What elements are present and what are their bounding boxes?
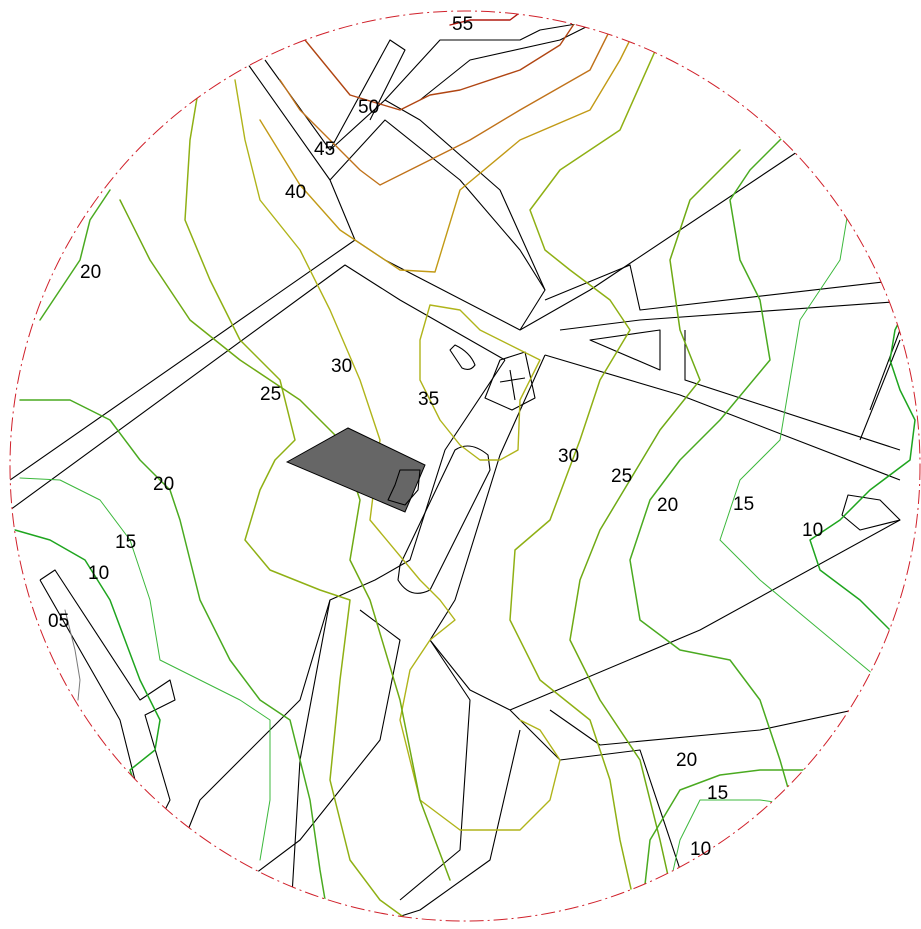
contour-20-southeast xyxy=(639,769,901,921)
road-south-e xyxy=(159,599,331,901)
contour-lines xyxy=(14,11,916,921)
road-south-d xyxy=(219,609,401,901)
road-east-lower xyxy=(544,354,901,481)
road-main-diagonal-south xyxy=(10,264,506,511)
contour-label-40: 40 xyxy=(285,182,306,203)
contour-label-50: 50 xyxy=(358,97,379,118)
road-south-a xyxy=(509,709,701,921)
contour-label-55: 55 xyxy=(452,14,473,35)
contour-15-southeast xyxy=(659,799,901,921)
road-east-upper xyxy=(544,264,901,311)
road-top-block xyxy=(384,19,601,101)
contour-label-05: 05 xyxy=(48,611,69,632)
building-annex xyxy=(387,469,421,506)
road-east-wedge xyxy=(589,329,661,371)
contour-10-southeast xyxy=(689,829,861,871)
road-north-top xyxy=(329,39,406,151)
contour-label-15-east: 15 xyxy=(733,494,754,515)
road-west-vertical-2 xyxy=(39,579,141,801)
contour-20-east xyxy=(629,129,801,831)
road-east-south xyxy=(509,519,901,711)
contour-label-10-south: 10 xyxy=(690,839,711,860)
contour-label-20-west: 20 xyxy=(153,474,174,495)
contour-20-west xyxy=(19,399,331,921)
road-north-inner xyxy=(329,119,546,291)
road-south-c xyxy=(399,639,471,901)
contour-20-northwest xyxy=(39,189,111,321)
road-east-south-2 xyxy=(549,699,901,746)
contour-30 xyxy=(184,79,421,921)
contour-45 xyxy=(279,29,611,186)
contour-label-45: 45 xyxy=(314,139,335,160)
contour-label-30-east: 30 xyxy=(558,446,579,467)
contour-label-30-center: 30 xyxy=(331,356,352,377)
road-east-blocks xyxy=(684,329,901,451)
road-main-diagonal-north xyxy=(10,99,901,481)
contour-label-20-nw: 20 xyxy=(80,262,101,283)
road-boulevard-east xyxy=(429,354,546,711)
road-north-east xyxy=(264,59,546,331)
contour-40 xyxy=(259,29,636,273)
contour-30-east xyxy=(509,39,661,921)
road-east-mid xyxy=(559,299,920,331)
contour-15-west xyxy=(19,477,271,861)
contour-label-10-west: 10 xyxy=(88,563,109,584)
building-chapel xyxy=(484,351,536,411)
contour-label-25-west: 25 xyxy=(260,384,281,405)
road-west-vertical xyxy=(39,569,176,821)
contour-35 xyxy=(234,79,561,831)
road-north-west xyxy=(244,59,356,241)
building-main-footprint xyxy=(285,427,426,513)
contour-35-loop xyxy=(419,304,541,461)
contour-label-group: 55 50 45 40 20 30 25 35 20 15 10 05 30 2… xyxy=(48,14,823,860)
contour-10-west xyxy=(14,529,161,801)
contour-label-20-south: 20 xyxy=(676,750,697,771)
map-content xyxy=(10,11,920,921)
contour-label-15-west: 15 xyxy=(115,532,136,553)
contour-55 xyxy=(449,11,541,26)
study-area-boundary xyxy=(9,10,921,922)
building-main xyxy=(285,427,426,513)
contour-25-east xyxy=(569,149,741,921)
contour-10-east xyxy=(809,299,916,641)
contour-25 xyxy=(119,199,451,881)
building-east-outline xyxy=(841,494,901,531)
road-network xyxy=(10,19,920,921)
contour-label-20-east: 20 xyxy=(657,495,678,516)
contour-05 xyxy=(64,609,81,701)
contour-label-15-south: 15 xyxy=(707,783,728,804)
contour-label-10-east: 10 xyxy=(802,520,823,541)
contour-50 xyxy=(304,14,581,111)
plaza-teardrop xyxy=(449,344,476,371)
contour-label-35: 35 xyxy=(418,389,439,410)
contour-15-east xyxy=(719,199,881,681)
contour-label-25-east: 25 xyxy=(611,466,632,487)
